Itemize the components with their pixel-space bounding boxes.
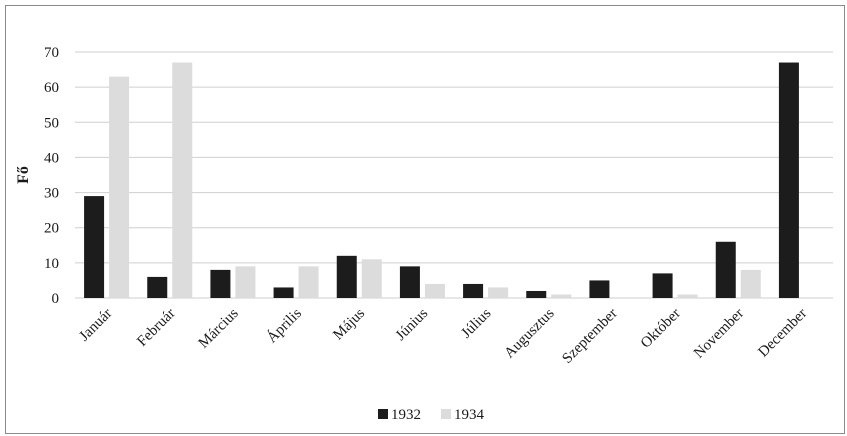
legend-label-1932: 1932 [391,407,421,423]
bar-1934 [235,266,256,298]
bar-1932 [399,266,420,298]
legend-swatch-1934 [441,409,451,419]
bars [84,62,799,298]
y-axis-title: Fő [15,166,32,184]
bar-1932 [526,290,547,298]
bar-1932 [147,276,168,298]
y-tick-label: 50 [44,115,59,131]
bar-1932 [84,196,105,298]
gridlines [75,51,833,299]
legend-swatch-1932 [378,409,388,419]
bar-1934 [109,76,130,298]
bar-1934 [424,283,445,298]
bar-1932 [210,269,231,298]
bar-1932 [336,255,357,298]
x-tick-label: Október [638,306,684,352]
x-tick-label: Január [76,306,115,345]
y-tick-label: 70 [44,45,59,61]
bar-1934 [740,269,761,298]
x-tick-label: Március [196,305,242,351]
y-tick-label: 20 [44,221,59,237]
x-tick-label: November [691,306,747,362]
x-tick-label: Április [263,305,305,347]
bar-1932 [589,280,610,298]
y-tick-label: 60 [44,80,59,96]
bar-1932 [463,283,484,298]
y-tick-label: 30 [44,186,59,202]
bar-1932 [778,62,799,298]
x-tick-label: Február [134,306,178,350]
legend-label-1934: 1934 [454,407,485,423]
bar-1934 [488,287,509,298]
y-tick-label: 10 [44,256,59,272]
bar-1934 [677,294,698,298]
bar-1934 [172,62,193,298]
x-axis-ticks: Január Február Március Április Május Június Jú… [76,305,810,367]
bar-1932 [652,273,673,298]
bar-1934 [551,294,572,298]
y-axis-ticks: 0 10 20 30 40 50 60 70 [44,45,59,307]
chart-frame [5,5,845,434]
y-tick-label: 40 [44,150,59,166]
x-tick-label: Szeptember [559,306,620,367]
x-tick-label: Augusztus [501,305,557,361]
y-tick-label: 0 [52,291,60,307]
x-tick-label: Július [458,305,494,341]
bar-1932 [715,241,736,298]
bar-1934 [298,266,319,298]
bar-1934 [361,259,382,298]
bar-1932 [273,287,294,298]
x-tick-label: Május [330,305,368,343]
x-tick-label: Június [393,305,432,344]
legend: 1932 1934 [378,407,485,423]
x-tick-label: December [755,306,810,361]
